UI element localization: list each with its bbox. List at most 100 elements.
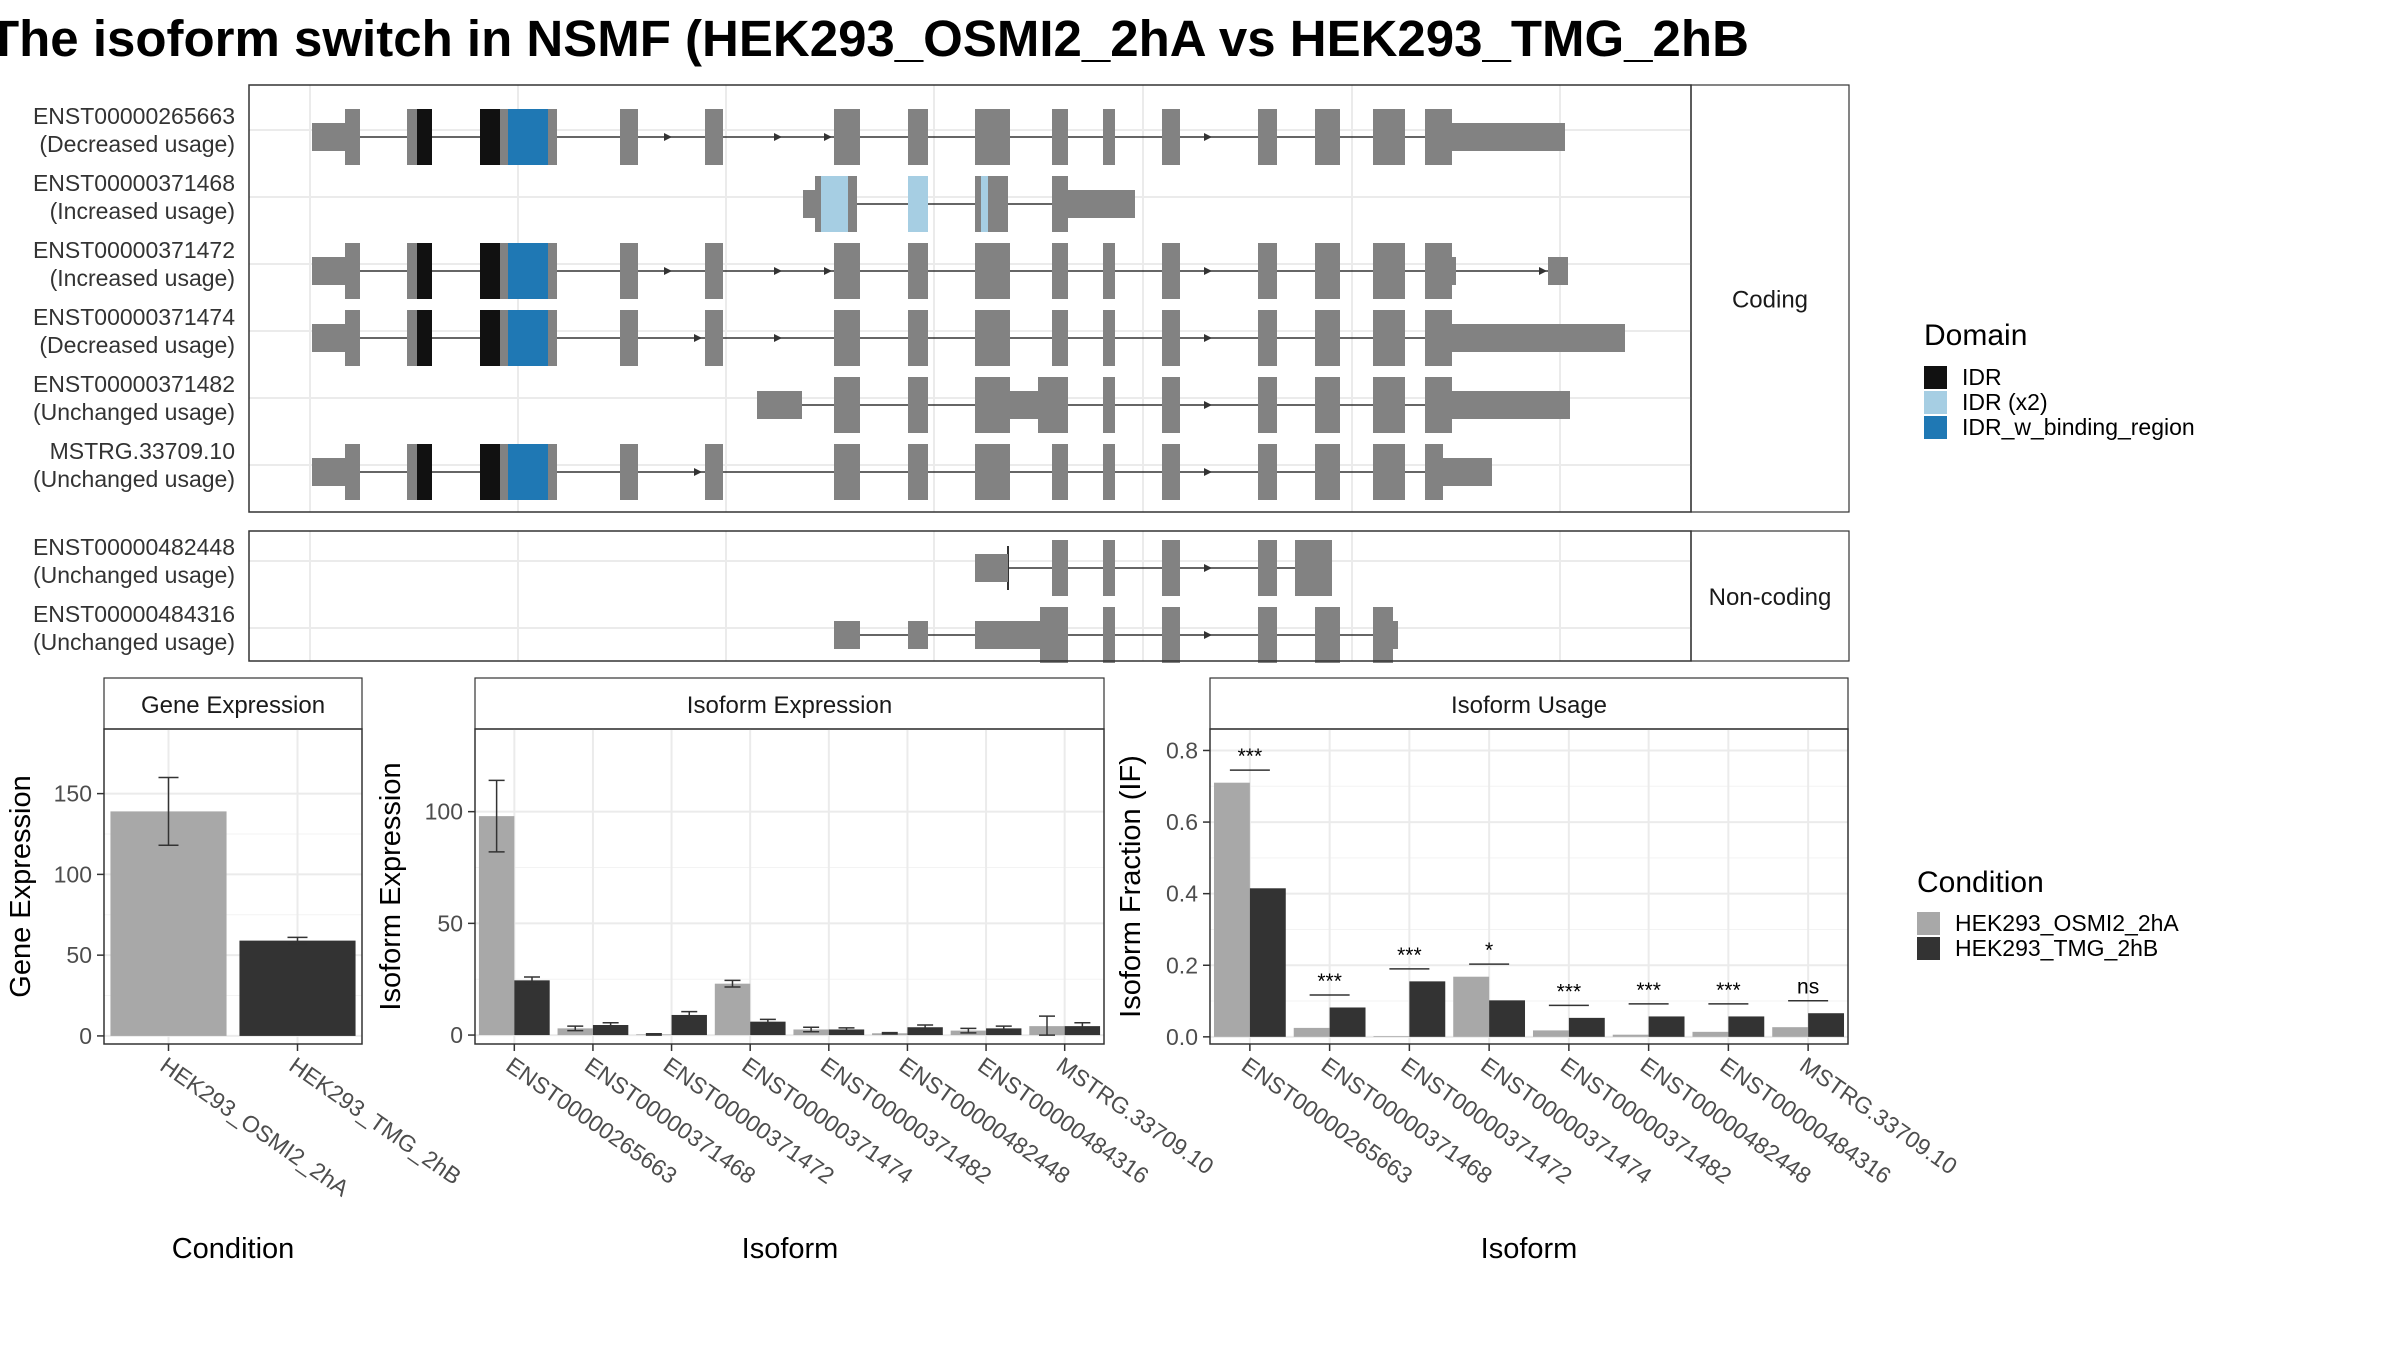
transcript-usage: (Decreased usage) [39,131,235,157]
y-tick-label: 100 [425,799,463,825]
error-bar [995,1025,1012,1032]
bar-HEK293_TMG_2hB-ENST00000484316 [1728,1016,1765,1037]
exon [620,109,638,165]
chart-title: Isoform Usage [1451,692,1607,719]
exon [1162,607,1180,663]
bar-HEK293_OSMI2_2hA-ENST00000484316 [1692,1031,1729,1037]
exon [848,176,857,232]
transcript-id: ENST00000371468 [33,170,235,196]
strand-arrow [664,133,672,141]
exon [1162,109,1180,165]
transcript-usage: (Increased usage) [50,198,235,224]
exon [705,444,723,500]
exon [705,243,723,299]
domain-legend-label: IDR_w_binding_region [1962,414,2195,440]
exon [1295,540,1332,596]
bar-HEK293_TMG_2hB-ENST00000482448 [907,1027,943,1036]
coding-panel-border [248,84,1692,513]
significance-label: ns [1797,976,1819,999]
exon [1052,176,1068,232]
error-bar [1074,1022,1091,1031]
transcript-structure-panel: CodingNon-codingENST00000265663(Decrease… [33,84,1850,663]
exon [908,243,928,299]
exon [1052,540,1068,596]
domain-legend-label: IDR (x2) [1962,389,2048,415]
exon [834,310,860,366]
bar-HEK293_TMG_2hB-ENST00000371468 [1329,1007,1366,1037]
error-bar [602,1022,619,1028]
bar-HEK293_TMG_2hB-ENST00000482448 [1648,1016,1685,1037]
exon [1162,444,1180,500]
exon [548,310,557,366]
significance-label: *** [1716,979,1741,1002]
error-bar [488,779,505,853]
exon [834,621,860,649]
exon [548,444,557,500]
bar-HEK293_OSMI2_2hA-MSTRG.33709.10 [1772,1027,1809,1037]
y-tick-label: 0.2 [1166,952,1198,978]
strand-arrow [1204,631,1212,639]
exon [1315,109,1340,165]
y-tick-label: 0 [450,1022,463,1048]
exon [908,310,928,366]
exon [1162,540,1180,596]
domain-idr-w-binding-region [508,310,548,366]
bar-HEK293_OSMI2_2hA-ENST00000482448 [1612,1034,1649,1037]
domain-idr [417,310,432,366]
error-bar [917,1024,934,1031]
exon [312,458,345,486]
exon [1103,607,1115,663]
error-bar [287,936,308,945]
exon [1258,607,1277,663]
transcript-structure-5 [312,444,1492,500]
exon [1052,310,1068,366]
transcript-usage: (Unchanged usage) [33,466,235,492]
exon [1452,391,1570,419]
strand-arrow [694,468,702,476]
chart-panel-border [474,728,1105,1045]
exon [1162,243,1180,299]
domain-idr-x2- [981,176,988,232]
error-bar [759,1018,776,1025]
exon [345,243,360,299]
exon [1452,257,1456,285]
strand-arrow [774,334,782,342]
exon [407,310,417,366]
domain-idr-x2- [908,176,928,232]
exon [407,109,417,165]
domain-legend-swatch [1924,366,1947,389]
bar-HEK293_TMG_2hB-ENST00000265663 [1249,888,1286,1037]
significance-label: *** [1557,980,1582,1003]
transcript-structure-0 [312,109,1565,165]
domain-idr [480,310,500,366]
chart-panel-border [1209,728,1849,1045]
exon [1373,377,1405,433]
exon [908,621,928,649]
x-axis-title: Condition [172,1233,295,1265]
domain-idr [480,444,500,500]
coding-strip-label: Coding [1732,287,1808,314]
exon [548,109,557,165]
exon [1258,377,1277,433]
chart-strip [1209,677,1849,730]
exon [705,310,723,366]
transcript-id: MSTRG.33709.10 [50,438,235,464]
strand-arrow [1204,133,1212,141]
y-tick-label: 0.4 [1166,881,1198,907]
exon [908,444,928,500]
condition-legend-swatch [1917,937,1940,960]
bar-charts: Gene Expression050100150HEK293_OSMI2_2hA… [5,677,1962,1265]
transcript-usage: (Decreased usage) [39,332,235,358]
exon [500,109,508,165]
exon [620,243,638,299]
transcript-structure-2 [312,243,1568,299]
transcript-structure-nc-1 [834,607,1398,663]
bar-HEK293_TMG_2hB-ENST00000371474 [1489,1000,1526,1037]
bar-HEK293_TMG_2hB-ENST00000371472 [671,1014,707,1036]
bar-HEK293_TMG_2hB-ENST00000371482 [1568,1017,1605,1037]
exon [1425,377,1452,433]
exon [1038,377,1068,433]
